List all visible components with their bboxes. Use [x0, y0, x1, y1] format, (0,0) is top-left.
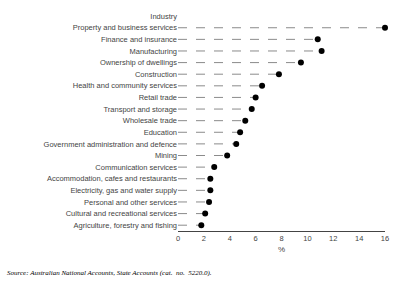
svg-text:Wholesale trade: Wholesale trade: [123, 116, 177, 125]
svg-text:10: 10: [303, 234, 311, 243]
svg-text:Health and community services: Health and community services: [73, 81, 177, 90]
svg-text:Finance and insurance: Finance and insurance: [101, 35, 177, 44]
svg-text:Education: Education: [144, 128, 177, 137]
svg-text:4: 4: [228, 234, 232, 243]
svg-text:Cultural and recreational serv: Cultural and recreational services: [66, 209, 178, 218]
svg-text:Personal and other services: Personal and other services: [84, 198, 177, 207]
svg-text:Source: Australian National Ac: Source: Australian National Accounts, St…: [7, 269, 212, 277]
svg-text:Accommodation, cafes and resta: Accommodation, cafes and restaurants: [47, 174, 177, 183]
svg-text:Property and business services: Property and business services: [73, 23, 177, 32]
svg-text:0: 0: [176, 234, 180, 243]
svg-text:2: 2: [202, 234, 206, 243]
svg-text:Ownership of dwellings: Ownership of dwellings: [100, 58, 177, 67]
svg-text:Transport and storage: Transport and storage: [103, 105, 177, 114]
svg-text:Construction: Construction: [135, 70, 177, 79]
svg-text:8: 8: [279, 234, 283, 243]
svg-text:Government administration and: Government administration and defence: [44, 140, 177, 149]
svg-text:12: 12: [329, 234, 337, 243]
svg-text:%: %: [278, 245, 285, 254]
svg-text:Retail trade: Retail trade: [139, 93, 177, 102]
svg-text:14: 14: [355, 234, 363, 243]
svg-text:Mining: Mining: [155, 151, 177, 160]
svg-text:Manufacturing: Manufacturing: [129, 47, 177, 56]
svg-text:Agriculture, forestry and fish: Agriculture, forestry and fishing: [74, 221, 177, 230]
svg-text:6: 6: [254, 234, 258, 243]
svg-text:Electricity, gas and water sup: Electricity, gas and water supply: [70, 186, 177, 195]
svg-text:Communication services: Communication services: [95, 163, 177, 172]
svg-text:Industry: Industry: [150, 12, 177, 21]
svg-text:16: 16: [381, 234, 389, 243]
